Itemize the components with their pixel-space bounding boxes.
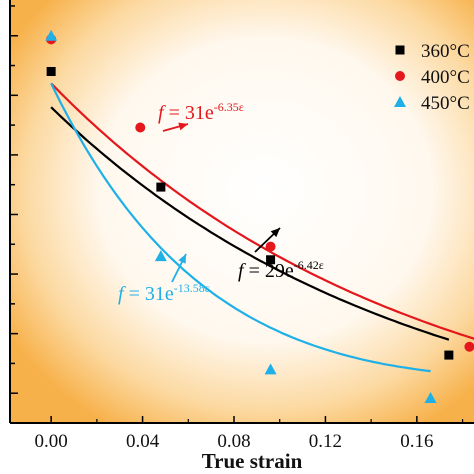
annotation-arrow-head-1 (178, 122, 188, 131)
fit-equation-2: f = 29e-6.42ε (238, 258, 324, 282)
fit-curve-1 (50, 106, 450, 341)
x-tick-label-3: 0.08 (217, 431, 250, 452)
data-point-series2-3 (265, 241, 276, 252)
fit-equation-exponent: -13.58ε (174, 281, 210, 295)
legend-label-2: 400°C (421, 67, 470, 88)
fit-equation-symbol: f (158, 102, 166, 124)
data-point-series1-4 (444, 350, 454, 360)
data-point-series3-2 (154, 250, 167, 262)
legend-marker-3 (394, 96, 406, 107)
x-axis-title: True strain (202, 449, 303, 473)
fit-equation-body: = 31e (124, 283, 174, 305)
fit-equation-symbol: f (118, 283, 126, 305)
fit-equation-exponent: -6.42ε (294, 258, 324, 272)
fit-equation-body: = 29e (244, 260, 294, 282)
fit-equation-exponent: -6.35ε (214, 100, 244, 114)
data-point-series1-1 (46, 66, 56, 76)
data-point-series3-1 (45, 29, 58, 41)
legend-marker-2 (395, 71, 405, 81)
legend-marker-1 (395, 45, 405, 55)
fit-equation-symbol: f (238, 260, 246, 282)
x-tick-label-2: 0.04 (126, 431, 160, 452)
fit-curve-3 (50, 82, 431, 373)
annotation-arrow-head-3 (178, 254, 186, 264)
annotation-arrow-head-2 (270, 228, 280, 238)
data-point-series2-4 (464, 341, 474, 352)
legend-label-3: 450°C (421, 93, 470, 114)
x-tick-label-5: 0.16 (400, 431, 433, 452)
data-point-series1-3 (266, 255, 276, 265)
plot-background (10, 0, 474, 423)
fit-equation-body: = 31e (164, 102, 214, 124)
x-tick-label-4: 0.12 (309, 431, 342, 452)
data-point-series3-3 (264, 363, 277, 375)
data-point-series2-2 (135, 122, 146, 133)
fit-equation-3: f = 31e-13.58ε (118, 281, 210, 305)
x-tick-label-1: 0.00 (35, 431, 68, 452)
fit-equation-1: f = 31e-6.35ε (158, 100, 244, 124)
data-point-series1-2 (156, 182, 166, 192)
fit-curve-2 (50, 82, 474, 340)
data-point-series3-4 (424, 391, 437, 403)
legend-label-1: 360°C (421, 41, 470, 62)
